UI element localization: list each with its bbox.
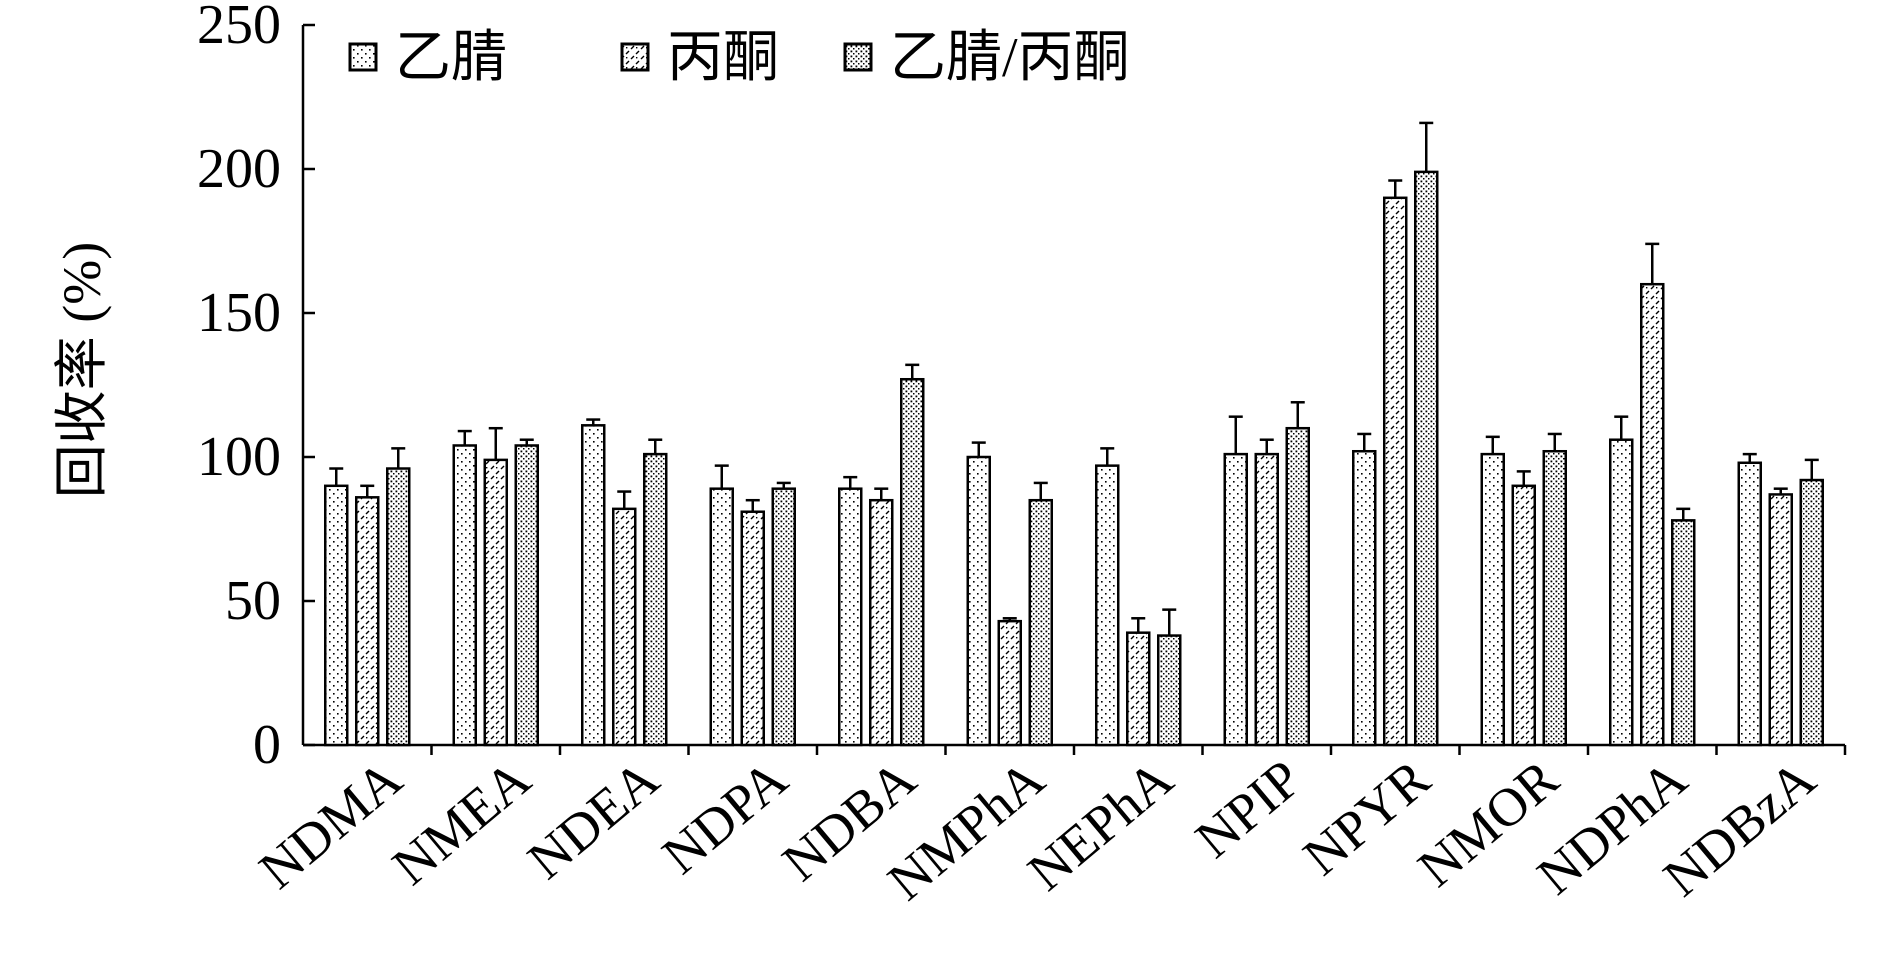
y-axis-title: 回收率 (%) bbox=[52, 242, 112, 498]
legend: 乙腈 丙酮 乙腈/丙酮 bbox=[348, 27, 1130, 89]
bar-ndma-series-3 bbox=[386, 467, 411, 747]
bar-nmor-series-2 bbox=[1511, 484, 1536, 747]
legend-label-2: 丙酮 bbox=[667, 27, 779, 89]
y-tick-label: 0 bbox=[253, 714, 281, 776]
bar-ndpa-series-2 bbox=[740, 510, 765, 747]
bar-ndbza-series-3 bbox=[1799, 478, 1824, 747]
bar-ndpha-series-3 bbox=[1671, 519, 1696, 747]
category-label-nmea: NMEA bbox=[381, 748, 541, 896]
bar-ndpha-series-2 bbox=[1640, 282, 1665, 747]
x-ticks bbox=[430, 745, 1847, 755]
bar-npip-series-2 bbox=[1254, 452, 1279, 747]
bar-npip-series-3 bbox=[1285, 426, 1310, 747]
bar-ndea-series-2 bbox=[612, 507, 637, 747]
bar-nmor-series-3 bbox=[1542, 449, 1567, 747]
bar-npyr-series-3 bbox=[1414, 170, 1439, 747]
bar-nmpha-series-3 bbox=[1028, 498, 1053, 747]
bar-nmea-series-2 bbox=[483, 458, 508, 747]
legend-swatch-2 bbox=[620, 42, 650, 72]
bar-ndpa-series-1 bbox=[709, 487, 734, 747]
bar-npyr-series-2 bbox=[1383, 196, 1408, 747]
bar-ndba-series-1 bbox=[838, 487, 863, 747]
bar-ndea-series-1 bbox=[581, 424, 606, 747]
legend-swatch-1 bbox=[348, 42, 378, 72]
bars bbox=[324, 170, 1824, 747]
bar-nmea-series-3 bbox=[514, 444, 539, 747]
category-label-nepha: NEPhA bbox=[1017, 748, 1184, 902]
bar-ndea-series-3 bbox=[643, 452, 668, 747]
y-ticks: 0 50 100 150 200 250 bbox=[197, 0, 315, 776]
y-tick-label: 150 bbox=[197, 282, 281, 344]
y-tick-label: 200 bbox=[197, 138, 281, 200]
bar-ndbza-series-2 bbox=[1768, 493, 1793, 747]
bar-ndma-series-1 bbox=[324, 484, 349, 747]
legend-swatch-3 bbox=[843, 42, 873, 72]
legend-label-1: 乙腈 bbox=[395, 27, 507, 89]
category-label-ndea: NDEA bbox=[517, 748, 670, 890]
axes: 0 50 100 150 200 250 bbox=[197, 0, 1847, 776]
y-tick-label: 50 bbox=[225, 570, 281, 632]
bar-nepha-series-3 bbox=[1157, 634, 1182, 747]
y-tick-label: 100 bbox=[197, 426, 281, 488]
bar-nepha-series-1 bbox=[1095, 464, 1120, 747]
bar-nmea-series-1 bbox=[452, 444, 477, 747]
category-label-ndpa: NDPA bbox=[651, 748, 798, 885]
bar-ndpha-series-1 bbox=[1609, 438, 1634, 747]
bar-nmpha-series-2 bbox=[997, 619, 1022, 747]
bar-npip-series-1 bbox=[1223, 452, 1248, 747]
bar-ndbza-series-1 bbox=[1737, 461, 1762, 747]
bar-nepha-series-2 bbox=[1126, 631, 1151, 747]
bar-nmpha-series-1 bbox=[966, 455, 991, 747]
bar-ndpa-series-3 bbox=[771, 487, 796, 747]
bar-nmor-series-1 bbox=[1480, 452, 1505, 747]
bar-ndma-series-2 bbox=[355, 496, 380, 747]
bar-ndba-series-3 bbox=[900, 377, 925, 747]
legend-label-3: 乙腈/丙酮 bbox=[890, 27, 1130, 89]
error-bars bbox=[329, 121, 1819, 636]
category-label-npip: NPIP bbox=[1184, 748, 1312, 869]
y-tick-label: 250 bbox=[197, 0, 281, 56]
bar-ndba-series-2 bbox=[869, 498, 894, 747]
bar-npyr-series-1 bbox=[1352, 449, 1377, 747]
